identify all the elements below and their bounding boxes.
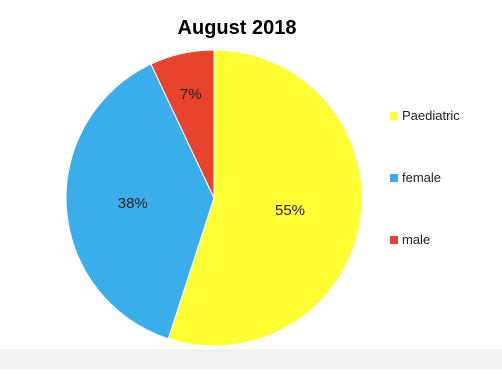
legend-swatch-male bbox=[390, 236, 398, 244]
pie-data-labels: 55% 38% 7% bbox=[118, 86, 305, 219]
data-label-male: 7% bbox=[180, 86, 202, 103]
pie-slices bbox=[65, 49, 363, 347]
legend-label-female: female bbox=[402, 170, 441, 185]
pie-slice-male bbox=[150, 49, 215, 199]
pie-slice-paediatric bbox=[167, 49, 363, 347]
legend-swatch-paediatric bbox=[390, 112, 398, 120]
chart-title: August 2018 bbox=[178, 17, 297, 39]
pie-slice-female bbox=[65, 63, 215, 340]
legend-label-paediatric: Paediatric bbox=[402, 108, 460, 123]
legend-item-female: female bbox=[390, 170, 441, 185]
legend-swatch-female bbox=[390, 174, 398, 182]
data-label-paediatric: 55% bbox=[275, 202, 305, 219]
legend-label-male: male bbox=[402, 232, 430, 247]
legend-item-male: male bbox=[390, 232, 430, 247]
data-label-female: 38% bbox=[118, 195, 148, 212]
legend: Paediatric female male bbox=[390, 108, 460, 247]
legend-item-paediatric: Paediatric bbox=[390, 108, 460, 123]
bottom-strip bbox=[0, 349, 502, 369]
